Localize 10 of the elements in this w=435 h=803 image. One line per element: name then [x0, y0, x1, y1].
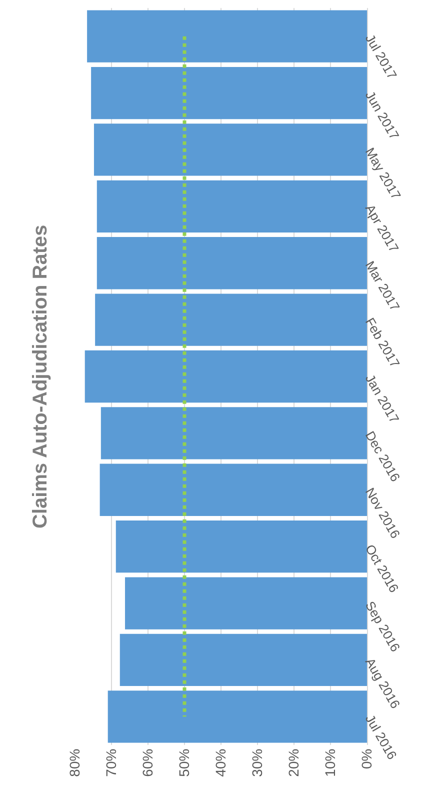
x-tick-label: 70% [103, 748, 120, 777]
x-tick-label: 20% [286, 748, 302, 777]
x-tick-label: 80% [66, 748, 83, 777]
x-tick-label: 60% [140, 748, 156, 777]
x-tick-label: 30% [249, 748, 266, 777]
x-tick-label: 0% [358, 748, 375, 770]
text: Claims Auto-Adjudication Rates [29, 224, 52, 528]
x-tick-label: 10% [322, 748, 338, 777]
x-tick-label: 40% [212, 748, 229, 777]
x-tick-label: 50% [176, 748, 192, 777]
